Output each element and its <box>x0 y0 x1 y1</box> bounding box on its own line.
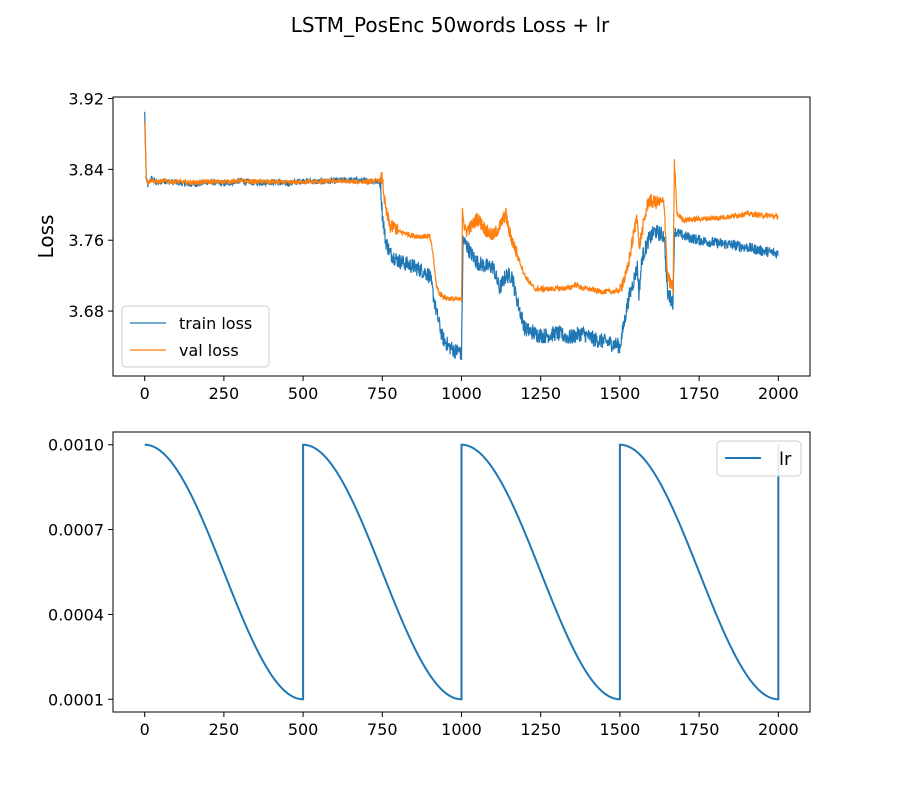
loss-xtick-label: 2000 <box>758 384 799 403</box>
loss-xtick-label: 1250 <box>520 384 561 403</box>
lr-xtick-label: 1500 <box>600 720 641 739</box>
loss-ytick-label: 3.76 <box>68 231 104 250</box>
loss-ytick-label: 3.84 <box>68 160 104 179</box>
lr-xtick-label: 750 <box>367 720 398 739</box>
legend-label-lr: lr <box>779 449 792 470</box>
lr-xtick-label: 1750 <box>679 720 720 739</box>
figure-title: LSTM_PosEnc 50words Loss + lr <box>291 13 610 37</box>
lr-xtick-label: 250 <box>209 720 240 739</box>
lr-ytick-label: 0.0001 <box>48 690 104 709</box>
lr-series-lr <box>144 443 780 701</box>
lr-xtick-label: 0 <box>140 720 150 739</box>
loss-ylabel: Loss <box>34 215 58 259</box>
loss-series-val-loss <box>144 121 779 303</box>
loss-axes: 0 250 500 750 1000 1250 1500 1750 2000 3.68 3.76 3.… <box>34 90 811 403</box>
loss-ytick-label: 3.92 <box>68 90 104 109</box>
lr-ytick-label: 0.0004 <box>48 605 104 624</box>
lr-xtick-label: 1250 <box>520 720 561 739</box>
loss-xtick-label: 250 <box>209 384 240 403</box>
loss-xtick-label: 0 <box>140 384 150 403</box>
legend-label-val-loss: val loss <box>179 341 239 360</box>
lr-xtick-label: 1000 <box>441 720 482 739</box>
lr-ytick-label: 0.0007 <box>48 521 104 540</box>
loss-xtick-label: 500 <box>288 384 319 403</box>
loss-ytick-label: 3.68 <box>68 302 104 321</box>
loss-xtick-label: 1750 <box>679 384 720 403</box>
lr-axes: 0 250 500 750 1000 1250 1500 1750 2000 0.0001 0.00… <box>48 431 811 739</box>
lr-xtick-label: 500 <box>288 720 319 739</box>
loss-xtick-label: 750 <box>367 384 398 403</box>
loss-legend <box>121 305 270 368</box>
lr-ytick-label: 0.0010 <box>48 436 104 455</box>
lr-xtick-label: 2000 <box>758 720 799 739</box>
legend-label-train-loss: train loss <box>179 314 252 333</box>
loss-xtick-label: 1500 <box>600 384 641 403</box>
loss-xtick-label: 1000 <box>441 384 482 403</box>
